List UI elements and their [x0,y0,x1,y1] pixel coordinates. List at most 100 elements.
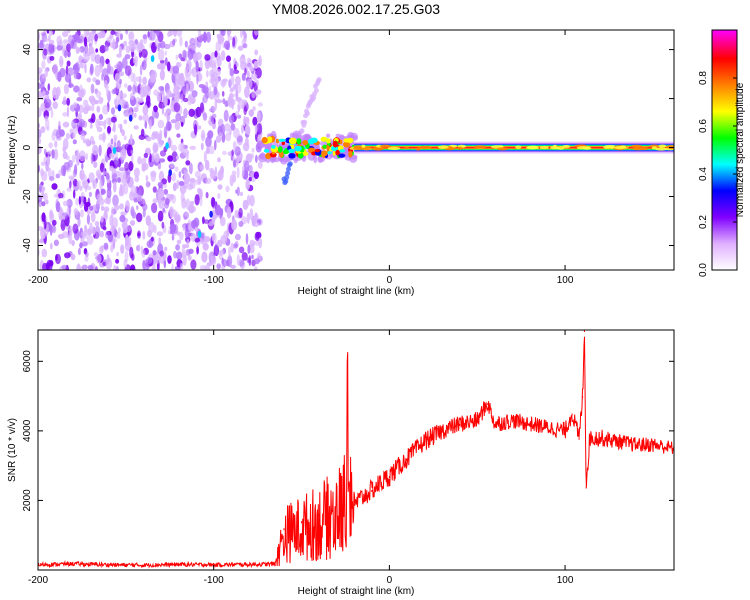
noise-blob [199,238,205,244]
noise-blob [241,72,246,81]
noise-blob [256,80,259,87]
noise-blob [78,195,82,205]
noise-blob [199,59,203,72]
noise-blob [252,216,257,225]
noise-blob [249,153,255,159]
noise-blob [194,179,202,185]
noise-blob [84,255,89,262]
noise-blob [214,243,219,256]
noise-blob [218,169,222,182]
noise-blob [209,78,215,84]
noise-blob [67,50,71,58]
noise-blob [52,219,57,226]
noise-blob [117,177,121,183]
noise-blob [98,114,104,120]
tone-texture [609,145,615,149]
noise-blob [118,167,126,172]
noise-blob [113,134,118,141]
noise-blob [219,216,226,227]
noise-blob [188,248,194,254]
noise-blob [182,224,186,232]
noise-blob [76,263,81,270]
noise-blob [138,115,143,121]
noise-blob [149,30,156,41]
noise-blob [141,61,145,67]
noise-blob [186,59,192,70]
snr-x-label: Height of straight line (km) [298,586,415,597]
noise-blob [174,182,178,191]
noise-blob [142,198,146,205]
noise-blob [245,233,249,245]
onset-blob [287,148,295,154]
noise-blob [137,244,141,252]
onset-blob [294,145,302,152]
noise-blob [228,92,234,103]
noise-blob [218,132,223,137]
noise-blob [167,255,172,264]
noise-blob [210,115,215,123]
onset-blob [322,144,327,149]
noise-blob [206,69,209,78]
noise-blob [233,243,238,249]
onset-blob [275,138,280,144]
noise-blob [170,163,175,168]
noise-blob [142,113,149,122]
noise-blob [122,93,127,99]
noise-blob [127,236,132,243]
noise-blob [120,211,127,216]
noise-blob [61,264,67,270]
noise-blob [93,161,98,168]
colorbar-ticks: 0.0 0.2 0.4 0.6 0.8 [698,71,737,277]
noise-blob [178,171,182,178]
noise-blob [70,253,76,261]
noise-blob [86,104,91,111]
noise-blob [84,224,88,233]
noise-blob [46,223,49,236]
branch-blob [286,166,291,172]
noise-blob [255,231,262,239]
noise-blob [145,136,152,142]
noise-blob [207,221,215,227]
noise-blob [157,163,162,170]
noise-blob [199,264,207,270]
onset-blob [296,138,302,145]
noise-blob [180,93,184,104]
noise-blob [159,250,164,257]
noise-blob [229,68,235,77]
noise-blob [246,57,251,64]
noise-blob [80,209,84,218]
noise-blob [239,191,244,197]
noise-blob [166,88,172,100]
noise-blob [136,194,143,203]
noise-blob [95,48,99,53]
noise-blob [156,140,164,148]
noise-blob [142,34,148,40]
noise-blob [94,221,100,227]
noise-blob [69,128,74,134]
noise-blob [112,38,116,51]
noise-blob [215,41,222,52]
noise-blob [92,180,96,188]
noise-blob [167,31,172,37]
noise-blob [157,95,162,103]
noise-blob [175,96,180,103]
noise-blob [123,83,128,88]
noise-blob [178,53,183,59]
noise-blob [49,242,53,250]
y-tick-label: 2000 [22,489,33,512]
tone-texture [649,144,660,148]
noise-blob [228,61,232,70]
noise-blob [83,36,88,47]
noise-blob [220,50,226,61]
noise-blob [187,219,191,231]
noise-blob [138,134,146,140]
noise-blob [248,109,255,117]
noise-blob [176,251,183,260]
noise-blob [221,30,226,37]
noise-blob [62,39,69,44]
noise-blob [110,107,116,115]
onset-blob [302,140,309,146]
noise-highlight [128,114,133,122]
noise-blob [73,102,78,109]
noise-blob [234,210,239,218]
